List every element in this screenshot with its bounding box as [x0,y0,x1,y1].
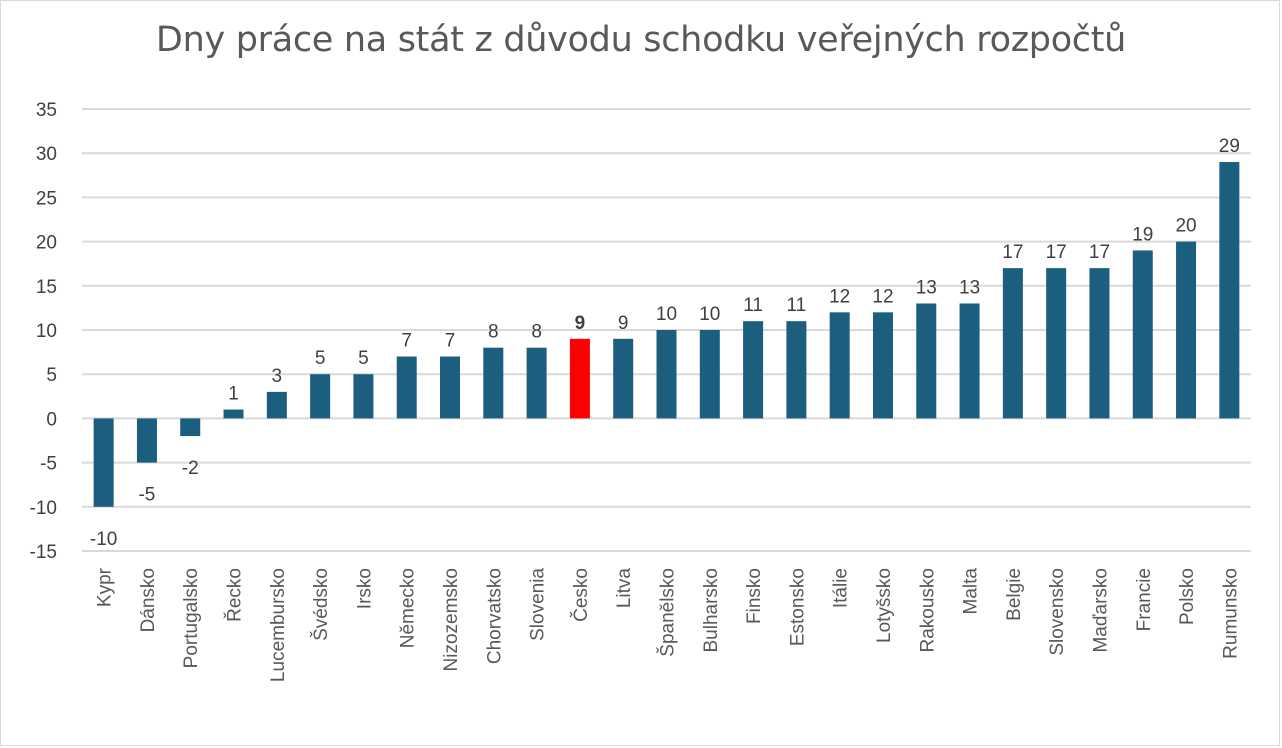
x-tick-label: Portugalsko [181,568,202,668]
bar-11 [569,338,590,419]
data-label: 7 [445,331,456,352]
bar-7 [396,356,417,419]
data-label: 11 [743,295,763,316]
x-tick-label: Kypr [95,567,116,607]
bar-10 [526,347,547,419]
x-tick-label: Francie [1134,568,1155,631]
data-label: 9 [575,313,586,334]
data-label: 19 [1132,224,1153,245]
y-tick-label: 10 [36,321,57,342]
y-tick-label: 30 [36,144,57,165]
bar-21 [1002,268,1023,419]
data-label: 9 [618,313,629,334]
x-tick-label: Česko [570,568,592,622]
x-tick-label: Maďarsko [1090,568,1111,653]
x-tick-label: Slovensko [1047,568,1068,656]
y-tick-label: 25 [36,188,57,209]
data-label: 29 [1219,136,1240,157]
data-label: 8 [531,322,542,343]
x-tick-label: Bulharsko [701,568,722,653]
bar-8 [440,356,461,419]
data-label: 7 [401,331,412,352]
x-tick-label: Slovenia [528,568,549,641]
data-label: 13 [959,277,980,298]
x-tick-label: Chorvatsko [484,568,505,664]
chart-title: Dny práce na stát z důvodu schodku veřej… [155,20,1127,60]
x-tick-label: Dánsko [138,568,159,632]
data-label: 12 [872,286,893,307]
bar-23 [1089,268,1110,419]
bar-26 [1219,162,1240,419]
x-tick-label: Španělsko [657,568,679,657]
x-tick-label: Belgie [1004,568,1025,621]
data-label: 17 [1089,242,1110,263]
bar-4 [266,391,287,419]
bar-1 [136,418,157,463]
x-axis: Kypr Dánsko Portugalsko Řecko Lucembursko Švé… [95,567,1242,682]
bar-19 [916,303,937,419]
data-label: -5 [138,485,155,506]
x-tick-label: Německo [398,568,419,648]
bar-9 [483,347,504,419]
data-label: 17 [1046,242,1067,263]
y-tick-label: 20 [36,233,57,254]
bar-17 [829,312,850,419]
data-label: -10 [90,529,117,550]
bar-3 [223,409,244,419]
x-tick-label: Rakousko [917,568,938,653]
bar-16 [786,321,807,419]
x-tick-label: Litva [614,568,635,609]
x-tick-label: Řecko [224,568,246,622]
bar-24 [1132,250,1153,419]
data-label: 10 [699,304,720,325]
data-label: 5 [315,348,326,369]
x-tick-label: Estonsko [787,568,808,646]
x-tick-label: Rumunsko [1220,568,1241,659]
bar-13 [656,330,677,419]
x-tick-label: Lucembursko [268,568,289,682]
y-tick-label: -5 [40,454,57,475]
data-label: 11 [787,295,807,316]
y-axis: 35 30 25 20 15 10 5 0 -5 -10 -15 [30,100,57,563]
bar-15 [743,321,764,419]
x-tick-label: Polsko [1177,568,1198,625]
data-label: 10 [656,304,677,325]
data-label: 5 [358,348,369,369]
data-label: 1 [228,384,239,405]
data-label: 8 [488,322,499,343]
x-tick-label: Itálie [831,568,852,608]
x-tick-label: Lotyšsko [874,568,895,643]
data-label: 13 [916,277,937,298]
x-tick-label: Švédsko [310,568,332,641]
data-label: 12 [829,286,850,307]
bar-0 [93,418,114,507]
bar-5 [310,374,331,419]
bar-18 [872,312,893,419]
bar-2 [180,418,201,437]
x-tick-label: Nizozemsko [441,568,462,671]
data-label: 17 [1002,242,1023,263]
bar-22 [1046,268,1067,419]
y-tick-label: 5 [46,365,57,386]
y-tick-label: -15 [30,542,57,563]
bar-20 [959,303,980,419]
y-tick-label: 15 [36,277,57,298]
data-label: 20 [1175,216,1196,237]
x-tick-label: Malta [961,568,982,615]
y-tick-label: -10 [30,498,57,519]
x-tick-label: Irsko [354,568,375,609]
bar-25 [1176,241,1197,419]
data-label: -2 [182,458,199,479]
bar-12 [613,338,634,419]
bar-6 [353,374,374,419]
y-tick-label: 35 [36,100,57,121]
x-tick-label: Finsko [744,568,765,624]
y-tick-label: 0 [46,409,57,430]
bars [93,162,1240,507]
bar-14 [699,330,720,419]
data-label: 3 [272,366,283,387]
